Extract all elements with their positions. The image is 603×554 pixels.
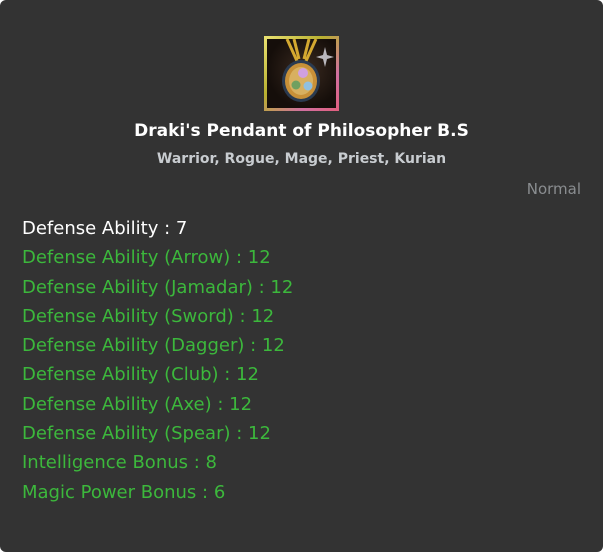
stat-line: Defense Ability (Sword) : 12 [22,305,275,327]
stat-list: Defense Ability : 7 Defense Ability (Arr… [22,217,293,510]
stat-line: Intelligence Bonus : 8 [22,452,217,474]
stat-line: Defense Ability (Dagger) : 12 [22,335,285,357]
stat-line: Defense Ability (Jamadar) : 12 [22,276,294,298]
stat-line: Defense Ability (Spear) : 12 [22,423,271,445]
stat-line: Defense Ability (Axe) : 12 [22,393,253,415]
stat-line: Defense Ability : 7 [22,218,188,239]
item-classes: Warrior, Rogue, Mage, Priest, Kurian [156,151,447,167]
item-name: Draki's Pendant of Philosopher B.S [134,121,469,141]
stat-line: Defense Ability (Arrow) : 12 [22,247,271,269]
stat-line: Magic Power Bonus : 6 [22,481,226,503]
pendant-icon [264,36,339,111]
stat-line: Defense Ability (Club) : 12 [22,364,259,386]
item-grade: Normal [526,180,581,198]
